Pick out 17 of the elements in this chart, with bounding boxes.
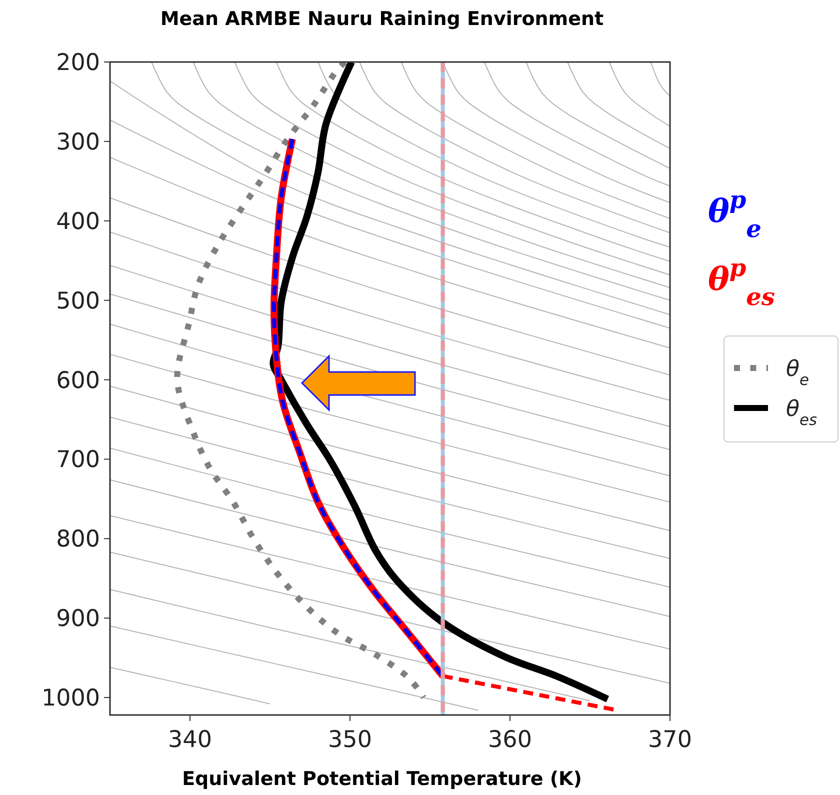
x-tick-label: 340 xyxy=(168,727,212,753)
x-tick-label: 370 xyxy=(648,727,692,753)
legend-label: θ$_{es}$ xyxy=(786,397,817,429)
y-tick-label: 800 xyxy=(56,526,100,553)
y-tick-label: 1000 xyxy=(41,686,100,712)
x-axis-title: Equivalent Potential Temperature (K) xyxy=(182,768,582,790)
x-tick-label: 360 xyxy=(488,727,532,753)
chart-title: Mean ARMBE Nauru Raining Environment xyxy=(160,8,604,30)
y-tick-label: 900 xyxy=(56,606,100,632)
y-tick-label: 700 xyxy=(56,447,100,474)
y-tick-label: 300 xyxy=(56,129,100,156)
y-tick-label: 200 xyxy=(56,50,100,76)
y-tick-label: 600 xyxy=(56,368,100,394)
y-tick-label: 400 xyxy=(56,208,100,235)
legend-label: θ$_{e}$ xyxy=(786,357,809,389)
x-tick-label: 350 xyxy=(328,727,372,753)
y-tick-label: 500 xyxy=(56,288,100,314)
